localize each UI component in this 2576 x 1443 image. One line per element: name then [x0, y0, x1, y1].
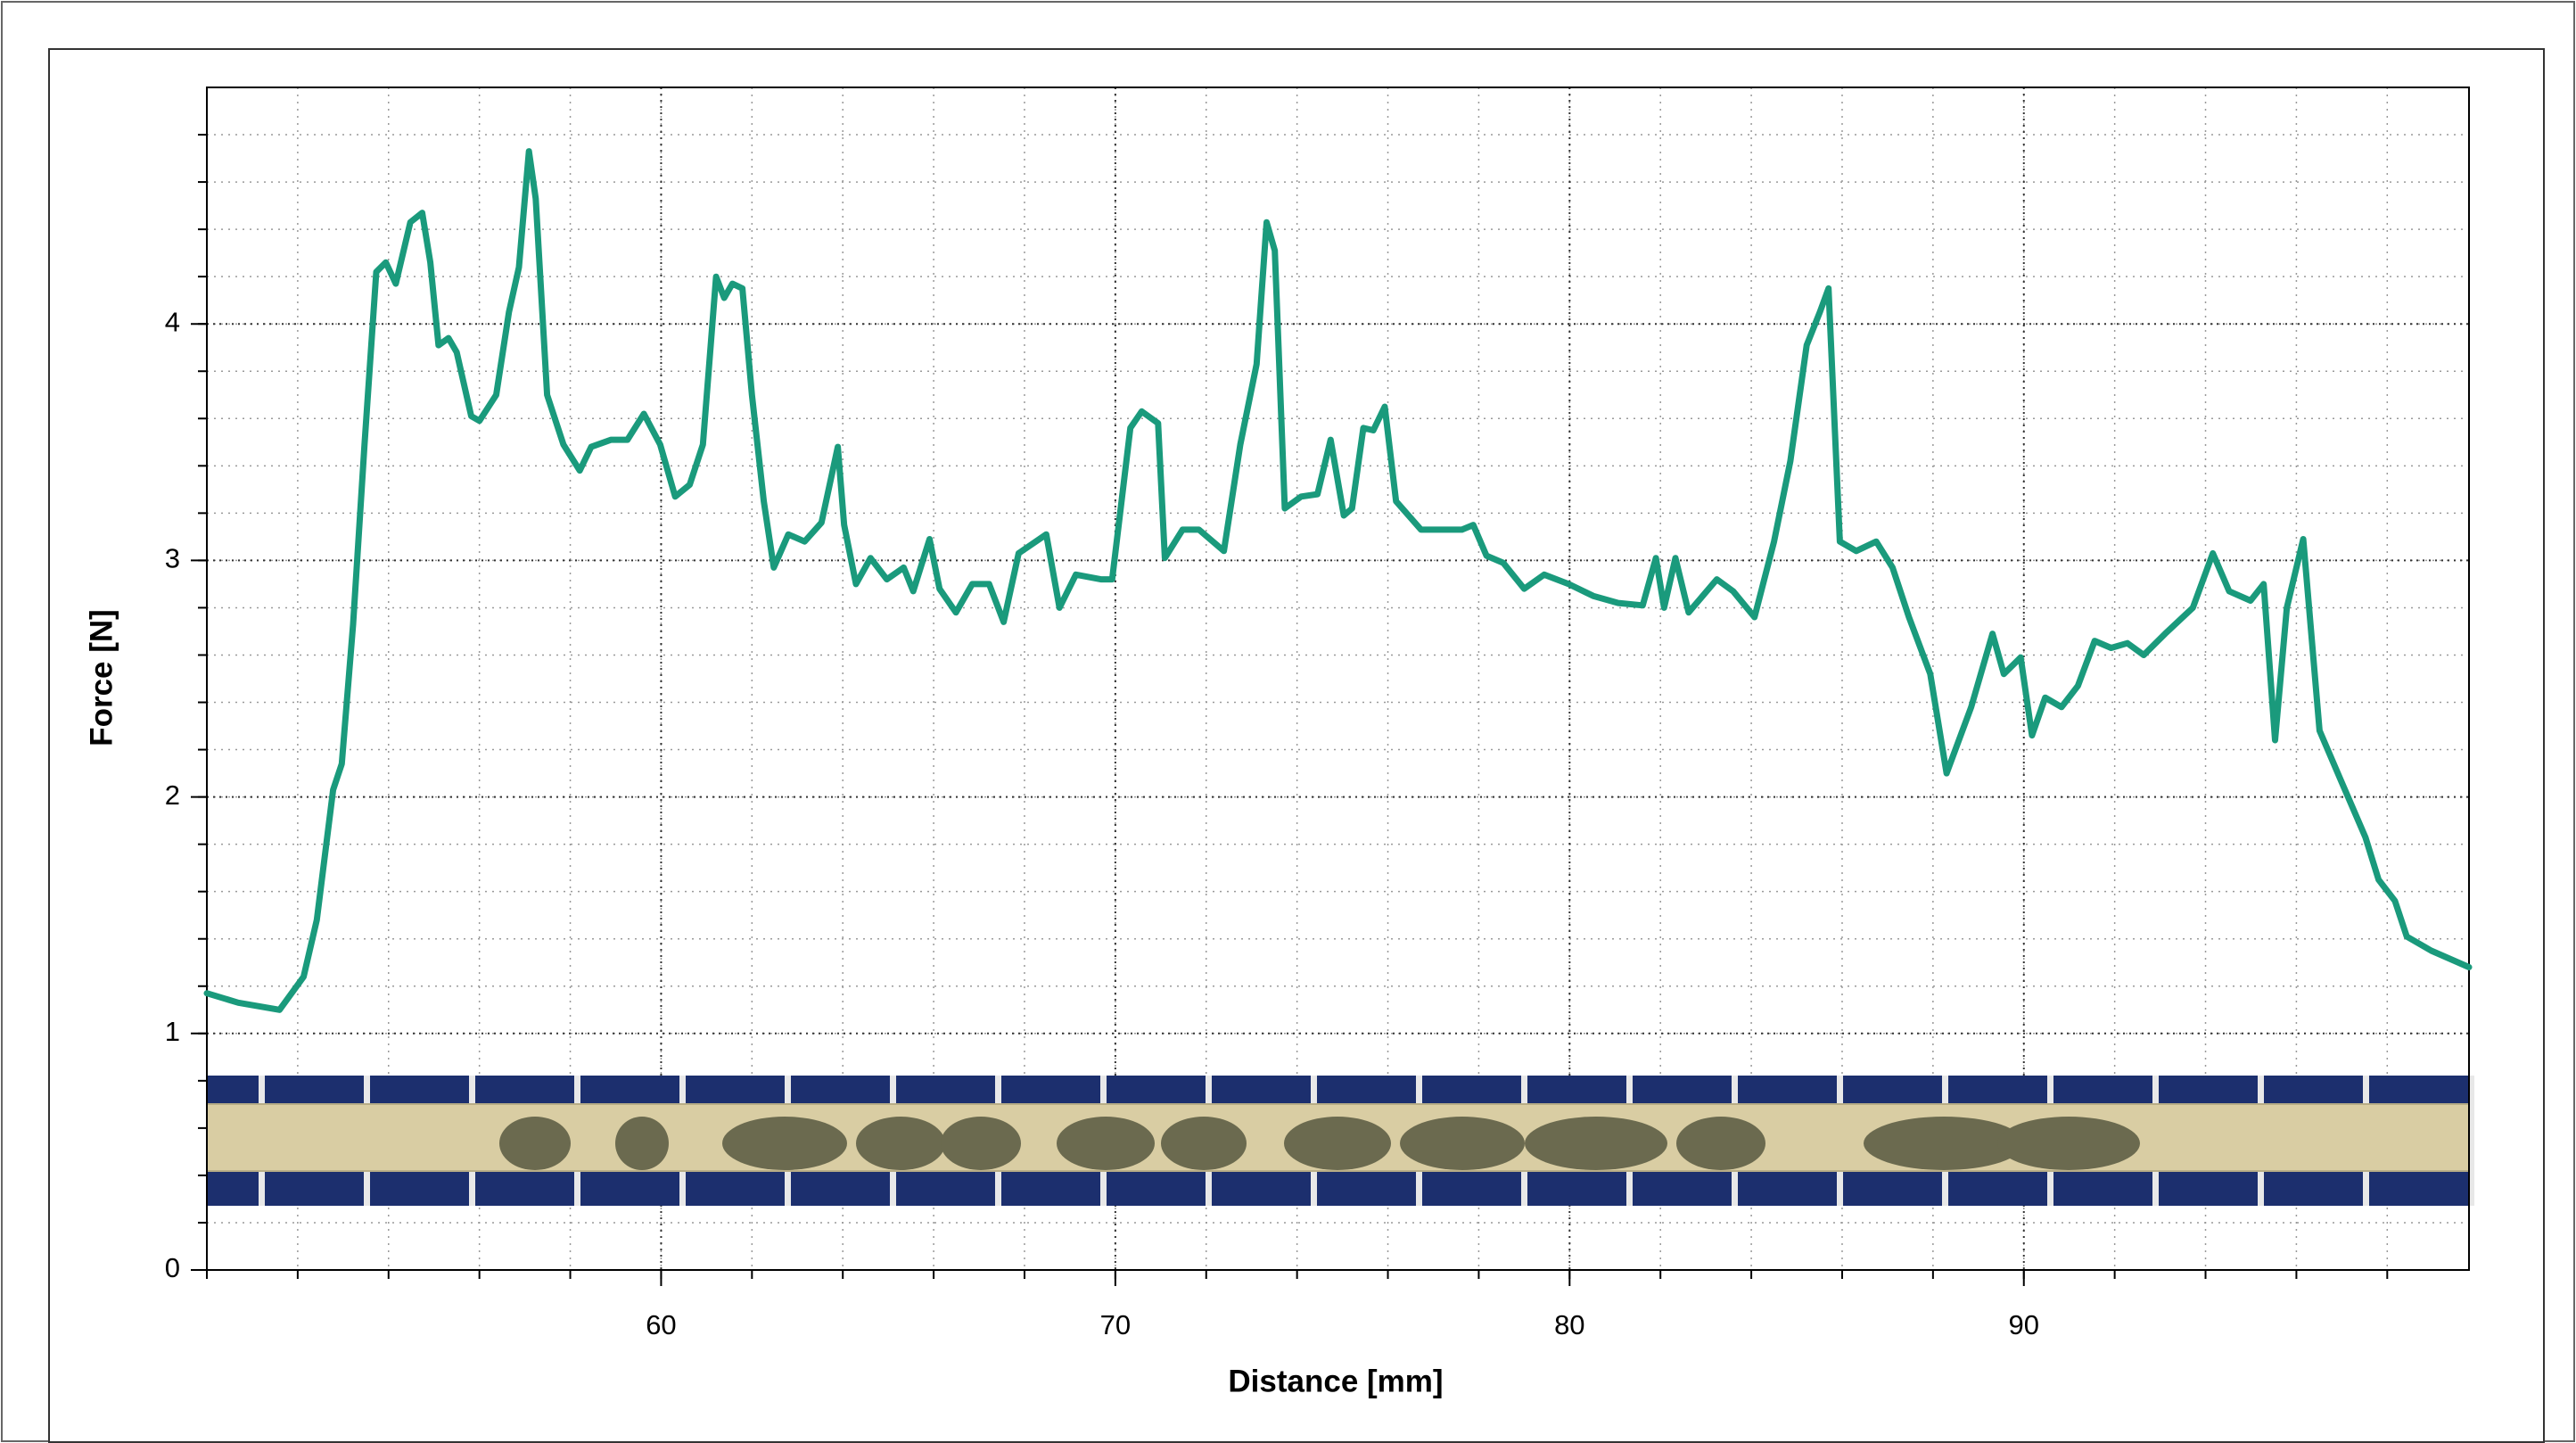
residue [1284, 1117, 1391, 1170]
residue [856, 1117, 945, 1170]
residue [722, 1117, 847, 1170]
y-tick-label: 2 [165, 779, 180, 811]
residue [1161, 1117, 1247, 1170]
y-tick-label: 0 [165, 1252, 180, 1283]
residue [1997, 1117, 2140, 1170]
x-tick-label: 60 [646, 1309, 676, 1340]
residue [1057, 1117, 1155, 1170]
y-tick-label: 4 [165, 306, 180, 337]
y-tick-label: 1 [165, 1016, 180, 1047]
residue [941, 1117, 1021, 1170]
residue [615, 1117, 669, 1170]
sample-photo [207, 1076, 2474, 1206]
y-tick-label: 3 [165, 543, 180, 574]
residue [1676, 1117, 1765, 1170]
residue [1400, 1117, 1525, 1170]
x-tick-label: 80 [1554, 1309, 1584, 1340]
x-axis-label: Distance [mm] [1228, 1364, 1443, 1398]
x-tick-label: 90 [2009, 1309, 2039, 1340]
page: Distance [mm] Force [N] 6070809001234 ((… [0, 0, 2576, 1443]
residue [499, 1117, 571, 1170]
x-tick-label: 70 [1100, 1309, 1131, 1340]
chart: Distance [mm] Force [N] 60 70 80 90 0 1 2 3 4 [0, 0, 2576, 1443]
y-axis-label: Force [N] [84, 609, 119, 746]
residue [1525, 1117, 1667, 1170]
